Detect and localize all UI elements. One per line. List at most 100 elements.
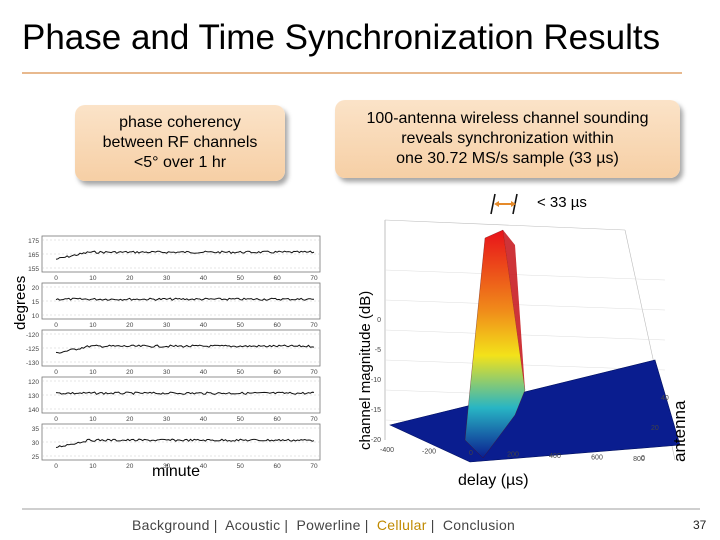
phase-ytick-label: -125 [26, 346, 39, 353]
surface-xtick-label: -200 [422, 449, 436, 456]
sync-arrowhead-right [511, 201, 516, 207]
phase-xtick-label: 0 [54, 322, 58, 329]
surface-ztick-label: -15 [371, 407, 381, 414]
surface-ztick-label: -10 [371, 377, 381, 384]
surface-xtick-label: 800 [633, 456, 645, 463]
surface-peak-face [503, 230, 525, 390]
section-breadcrumb: Background | Acoustic | Powerline | Cellula… [132, 517, 516, 533]
phase-xtick-label: 40 [200, 463, 208, 468]
phase-xtick-label: 20 [126, 322, 134, 329]
phase-xtick-label: 30 [163, 369, 171, 376]
surface-ztick-label: -20 [371, 437, 381, 444]
phase-xtick-label: 50 [237, 275, 245, 282]
phase-xtick-label: 0 [54, 369, 58, 376]
surface-gridline [384, 269, 666, 281]
surface-plot-z-axis-label: channel magnitude (dB) [357, 290, 374, 450]
phase-xtick-label: 30 [163, 275, 171, 282]
phase-xtick-label: 10 [89, 463, 97, 468]
callout-right-line-2: reveals synchronization within [401, 130, 614, 147]
surface-depth-tick-label: 40 [661, 395, 669, 402]
callout-right-line-3: one 30.72 MS/s sample (33 µs) [396, 150, 619, 167]
phase-xtick-label: 70 [310, 369, 318, 376]
phase-xtick-label: 20 [126, 416, 134, 423]
phase-xtick-label: 60 [274, 275, 282, 282]
nav-acoustic[interactable]: Acoustic [225, 517, 281, 533]
phase-xtick-label: 70 [310, 275, 318, 282]
phase-ytick-label: 130 [28, 393, 39, 400]
phase-coherency-callout: phase coherency between RF channels <5° … [75, 105, 285, 181]
slide-title: Phase and Time Synchronization Results [22, 18, 661, 57]
phase-xtick-label: 50 [237, 322, 245, 329]
phase-panel-frame [41, 282, 321, 320]
surface-depth-tick-label: 20 [651, 425, 659, 432]
phase-xtick-label: 70 [310, 322, 318, 329]
footer-divider [22, 508, 700, 510]
phase-trace [55, 344, 315, 354]
page-number: 37 [693, 518, 707, 532]
phase-xtick-label: 60 [274, 369, 282, 376]
phase-ytick-label: 175 [28, 238, 39, 245]
phase-ytick-label: 35 [32, 426, 40, 433]
surface-gridline [384, 299, 666, 311]
callout-left-line-1: phase coherency [119, 114, 241, 131]
nav-cellular[interactable]: Cellular [376, 517, 427, 533]
phase-ytick-label: -120 [26, 332, 39, 339]
phase-ytick-label: 120 [28, 379, 39, 386]
phase-xtick-label: 50 [237, 463, 245, 468]
phase-plot-x-axis-label: minute [152, 463, 201, 480]
nav-conclusion[interactable]: Conclusion [442, 517, 516, 533]
surface-xtick-label: 200 [507, 452, 519, 459]
surface-ztick-label: -5 [375, 347, 381, 354]
surface-gridline [384, 329, 666, 341]
surface-xtick-label: 0 [469, 450, 473, 457]
phase-xtick-label: 60 [274, 416, 282, 423]
sync-bracket-left [490, 193, 496, 215]
phase-xtick-label: 40 [200, 275, 208, 282]
phase-xtick-label: 50 [237, 416, 245, 423]
surface-ztick-label: 0 [377, 317, 381, 324]
phase-ytick-label: 140 [28, 407, 39, 414]
phase-panel-frame [41, 235, 321, 273]
phase-ytick-label: 30 [32, 440, 40, 447]
phase-plot-y-axis-label: degrees [12, 275, 29, 330]
phase-xtick-label: 0 [54, 416, 58, 423]
phase-stability-plot: 175 165 155 0 10 20 30 40 50 60 70 20 15 10 0 10 20 30 40 5… [26, 235, 321, 468]
surface-axis-back-top [384, 219, 626, 231]
surface-xtick-label: 400 [549, 453, 561, 460]
surface-plot-x-axis-label: delay (µs) [458, 472, 529, 489]
phase-xtick-label: 70 [310, 416, 318, 423]
callout-right-line-1: 100-antenna wireless channel sounding [366, 110, 649, 127]
phase-trace [55, 250, 315, 260]
surface-floor [389, 359, 681, 463]
phase-trace [55, 297, 314, 301]
title-underline [22, 72, 682, 74]
phase-ytick-label: 165 [28, 252, 39, 259]
surface-plot-depth-axis-label: antenna [670, 400, 689, 462]
phase-ytick-label: 20 [32, 285, 40, 292]
phase-xtick-label: 20 [126, 275, 134, 282]
callout-left-line-3: <5° over 1 hr [133, 154, 227, 171]
sync-arrowhead-left [494, 201, 499, 207]
phase-xtick-label: 10 [89, 416, 97, 423]
nav-powerline[interactable]: Powerline [296, 517, 361, 533]
phase-ytick-label: 155 [28, 266, 39, 273]
phase-xtick-label: 50 [237, 369, 245, 376]
phase-trace [55, 391, 315, 396]
phase-xtick-label: 0 [54, 275, 58, 282]
callout-left-line-2: between RF channels [102, 134, 258, 151]
phase-xtick-label: 40 [200, 416, 208, 423]
phase-xtick-label: 40 [200, 322, 208, 329]
channel-sounding-callout: 100-antenna wireless channel sounding re… [335, 100, 680, 178]
phase-ytick-label: 10 [32, 313, 40, 320]
phase-xtick-label: 10 [89, 322, 97, 329]
surface-depth-tick-label: 0 [641, 455, 645, 462]
surface-xtick-label: 600 [591, 455, 603, 462]
nav-background[interactable]: Background [132, 517, 210, 533]
phase-ytick-label: 15 [32, 299, 40, 306]
phase-xtick-label: 20 [126, 463, 134, 468]
phase-ytick-label: -130 [26, 360, 39, 367]
phase-xtick-label: 60 [274, 463, 282, 468]
surface-xtick-label: -400 [380, 447, 394, 454]
phase-panel-frame [41, 376, 321, 414]
